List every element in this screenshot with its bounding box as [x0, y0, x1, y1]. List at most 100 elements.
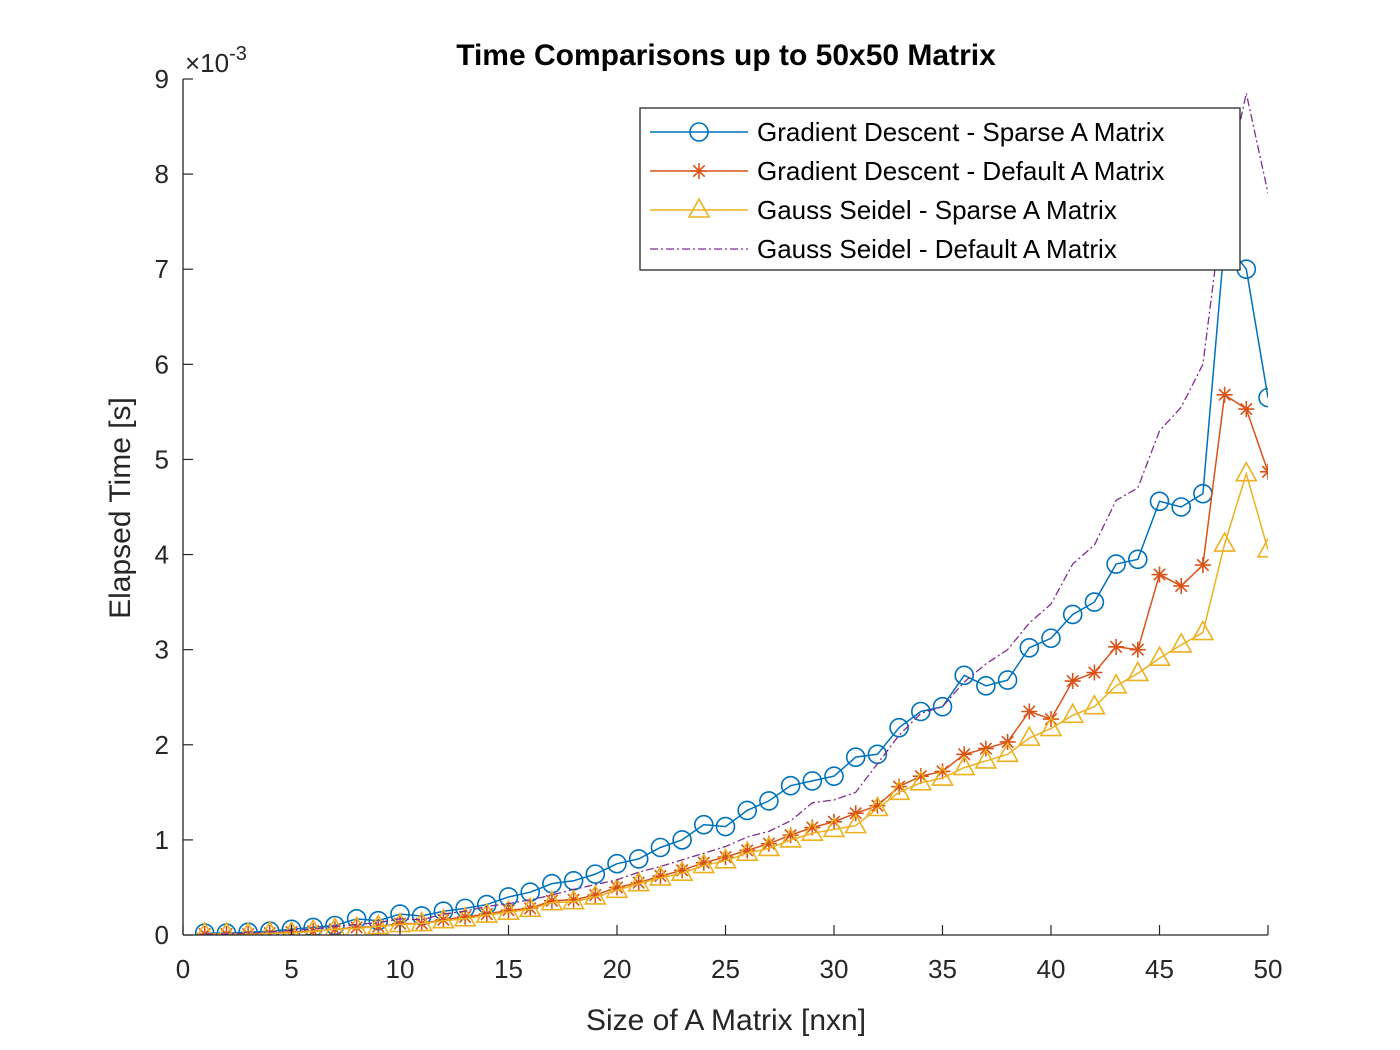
series-2-point [912, 768, 929, 785]
series-3-point [1234, 461, 1258, 482]
series-3-point [649, 865, 672, 886]
series-3-point [366, 913, 390, 935]
series-3-point [1104, 673, 1128, 694]
series-4 [204, 93, 1268, 935]
series-2-point [804, 819, 821, 836]
series-1-point [802, 771, 823, 791]
series-3-point [540, 890, 564, 911]
series-2-point [1108, 638, 1125, 655]
series-2-point [435, 911, 452, 928]
series-3-point [866, 795, 889, 817]
x-tick-label: 20 [603, 954, 632, 984]
x-tick-label: 10 [386, 954, 415, 984]
series-3-point [1148, 645, 1171, 667]
series-3-point [432, 908, 455, 929]
series-1-point [910, 701, 931, 722]
series-3-point [627, 870, 651, 892]
series-2-point [695, 854, 712, 871]
series-2-point [717, 849, 734, 866]
series-4-line [204, 93, 1268, 935]
series-3-point [1061, 702, 1085, 724]
series-3-point [240, 921, 256, 935]
series-2-point [478, 906, 495, 923]
series-1-point [607, 853, 627, 874]
series-2-point [739, 842, 756, 859]
series-1-point [759, 791, 779, 811]
series-2-point [1064, 673, 1081, 690]
series-3-point [453, 906, 477, 927]
y-tick-label: 7 [155, 254, 169, 284]
series-3-point [197, 921, 213, 935]
series-3-point [779, 827, 802, 848]
series-2-point [1129, 641, 1146, 658]
x-tick-label: 15 [494, 954, 523, 984]
legend-box [639, 107, 1241, 271]
series-2-point [760, 835, 777, 852]
series-2-point [587, 887, 604, 904]
x-axis-label: Size of A Matrix [nxn] [586, 1004, 866, 1037]
series-2-point [630, 874, 647, 891]
series-3-point [670, 860, 694, 881]
series-1-point [1128, 549, 1148, 570]
series-1-point [845, 747, 866, 767]
series-2-point [500, 902, 517, 919]
series-2-point [674, 862, 691, 879]
series-1-point [1171, 497, 1191, 517]
series-2-point [609, 879, 625, 896]
series-2-point [1238, 401, 1255, 418]
series-1-point [997, 670, 1018, 690]
series-2-point [782, 827, 799, 844]
x-tick-label: 50 [1254, 954, 1283, 984]
series-3-point [844, 812, 868, 834]
series-1-point [693, 814, 714, 835]
series-3-point [757, 835, 781, 857]
series-2-point [348, 919, 365, 935]
y-axis-label: Elapsed Time [s] [104, 397, 137, 619]
series-3-point [1083, 694, 1106, 715]
series-3-point [218, 921, 234, 935]
series-3-point [692, 852, 716, 874]
series-3-point [324, 916, 346, 935]
series-3-point [1017, 725, 1041, 746]
series-3-point [931, 765, 954, 786]
series-3-point [1213, 531, 1236, 552]
series-3-point [583, 884, 607, 905]
series-2-point [1194, 557, 1211, 574]
series-3-point [887, 779, 911, 801]
y-tick-label: 0 [155, 920, 169, 950]
series-3-point [974, 748, 998, 769]
series-3-point [909, 770, 933, 791]
legend: Gradient Descent - Sparse A Matrix Gradie… [639, 107, 1241, 271]
series-3-point [1256, 537, 1268, 558]
y-tick-label: 2 [155, 730, 169, 760]
series-3-point [996, 741, 1019, 763]
y-exponent-power: -3 [229, 43, 247, 65]
series-3-point [800, 820, 824, 842]
x-tick-label: 0 [176, 954, 190, 984]
series-2-point [1151, 566, 1168, 583]
series-3-line [204, 471, 1268, 935]
series-2-point [392, 915, 408, 932]
y-tick-label: 1 [155, 825, 169, 855]
series-2-point [1173, 577, 1190, 594]
series-3-point [952, 754, 976, 776]
series-1-point [1258, 387, 1268, 408]
y-tick-label: 8 [155, 159, 169, 189]
series-3-point [605, 877, 629, 899]
x-tick-label: 40 [1037, 954, 1066, 984]
series-1-point [1019, 637, 1040, 658]
series-1-point [1062, 604, 1083, 625]
series-1-point [650, 837, 671, 858]
legend-label-4: Gauss Seidel - Default A Matrix [757, 234, 1117, 264]
y-axis-exponent: ×10-3 [185, 43, 247, 78]
y-tick-label: 6 [155, 349, 169, 379]
y-tick-label: 4 [155, 540, 169, 570]
series-3-point [1191, 619, 1215, 641]
series-2-point [869, 797, 886, 814]
series-3-point [518, 896, 542, 918]
legend-label-1: Gradient Descent - Sparse A Matrix [757, 117, 1165, 147]
series-2-point [891, 778, 908, 795]
